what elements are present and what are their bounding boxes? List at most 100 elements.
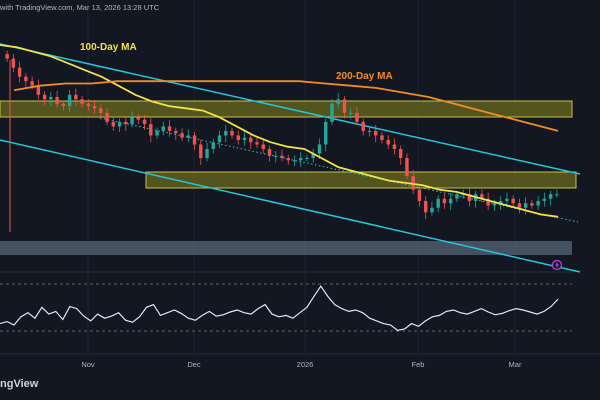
candle-body [142,119,147,125]
candle-body [67,94,72,107]
candle-body [311,153,315,159]
candle-body [286,158,290,161]
candle-body [74,94,78,100]
candle-body [192,135,197,145]
x-tick-label: Feb [412,360,425,369]
candles [5,50,559,232]
candle-body [498,200,503,204]
candle-body [392,144,397,149]
candle-body [398,149,403,159]
candle-body [324,121,328,145]
candle-body [480,194,484,199]
candle-body [105,112,109,122]
candle-body [242,137,247,140]
candle-body [267,149,272,156]
candle-body [530,203,534,206]
candle-body [42,94,47,100]
candle-body [274,155,278,157]
candle-body [511,198,515,204]
candle-body [49,97,53,100]
ma200-label: 200-Day MA [336,71,393,82]
candle-body [24,76,28,82]
candle-body [517,203,522,208]
candle-body [373,130,378,136]
candle-body [155,130,159,136]
candle-body [161,126,166,131]
candle-body [61,103,66,107]
candle-body [92,106,97,109]
x-tick-label: Dec [187,360,201,369]
chart-attribution: with TradingView.com, Mar 13, 2026 13:28… [0,3,160,12]
candle-body [542,198,547,201]
candle-body [442,198,447,204]
candle-body [411,176,415,190]
candle-body [199,144,203,159]
candle-body [280,155,284,159]
candle-body [355,112,359,122]
candle-body [36,85,41,95]
ma200-line [13,80,559,132]
candle-body [467,194,472,201]
candle-body [17,67,22,77]
candle-body [11,58,16,68]
candle-body [86,103,91,107]
time-axis: Nov Dec 2026 Feb Mar [81,360,522,369]
candle-body [299,158,303,161]
ma100-line [0,44,559,218]
candle-body [486,198,490,206]
candle-body [111,121,116,127]
candle-body [174,130,178,134]
candle-body [55,97,59,104]
candle-body [30,81,34,86]
candle-body [224,130,228,136]
candle-body [261,144,265,149]
candle-body [5,54,9,59]
candle-body [99,108,103,113]
candle-body [417,189,422,201]
candle-body [249,137,253,143]
candle-body [386,139,390,145]
x-tick-label: Nov [81,360,95,369]
candle-body [461,194,465,196]
candle-body [555,194,559,196]
candle-body [536,200,540,206]
candle-body [205,149,209,159]
candle-body [124,121,128,125]
candle-body [236,135,240,140]
candle-body [180,133,184,138]
candle-body [336,99,340,104]
candle-body [523,203,528,208]
candle-body [423,200,428,213]
candle-body [305,158,309,160]
upper-resistance-zone [0,100,573,118]
tradingview-brand: ngView [0,378,39,390]
candle-body [380,135,384,140]
channel-lower-line [0,139,581,273]
candle-body [117,121,122,127]
candle-body [330,103,334,122]
candle-body [349,112,353,114]
candle-body [130,117,134,125]
candle-body [361,121,365,131]
candle-body [405,158,409,177]
candle-body [230,130,234,136]
candle-body [292,160,297,162]
candle-body [448,198,453,204]
candle-body [342,99,347,113]
candle-body [317,144,322,154]
x-tick-label: Mar [509,360,522,369]
event-marker[interactable] [551,259,563,271]
candle-body [505,198,509,201]
candle-body [367,130,372,132]
mid-resistance-zone [145,171,577,189]
candle-body [167,126,172,131]
candle-body [548,194,553,199]
candle-body [217,135,222,143]
rsi-line [0,285,559,332]
candle-body [136,117,141,120]
candle-body [436,198,440,208]
candle-body [455,194,459,199]
candle-body [430,207,434,213]
candle-body [149,124,153,136]
